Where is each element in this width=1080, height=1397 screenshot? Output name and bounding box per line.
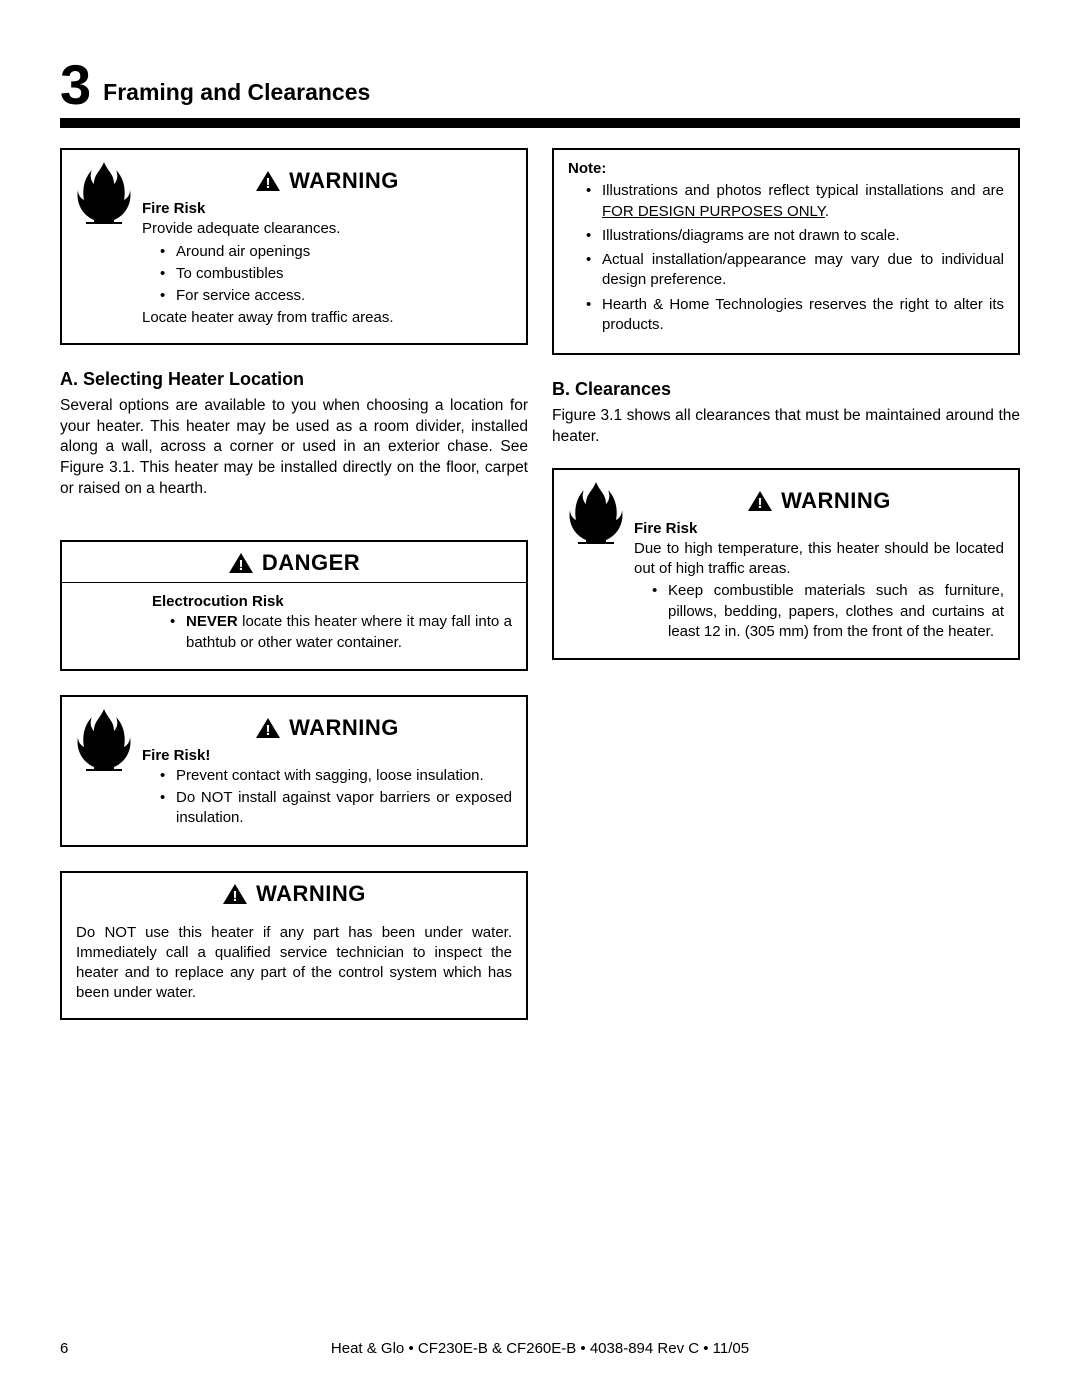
page-footer: 6 Heat & Glo • CF230E-B & CF260E-B • 403…: [0, 1340, 1080, 1357]
warning-intro: Due to high temperature, this heater sho…: [634, 539, 1004, 580]
danger-header: ! DANGER: [62, 542, 526, 583]
warning-triangle-icon: !: [228, 552, 254, 574]
warning-label: WARNING: [781, 488, 891, 514]
warning-item: Prevent contact with sagging, loose insu…: [160, 766, 512, 786]
warning-triangle-icon: !: [255, 717, 281, 739]
warning-box-fire-risk: ! WARNING Fire Risk Provide adequate cle…: [60, 148, 528, 344]
warning-triangle-icon: !: [222, 883, 248, 905]
section-b-text: Figure 3.1 shows all clearances that mus…: [552, 406, 1020, 448]
warning-text: Do NOT use this heater if any part has b…: [76, 923, 512, 1004]
warning-header: ! WARNING: [634, 480, 1004, 520]
risk-title: Fire Risk: [634, 520, 1004, 537]
note-item: Actual installation/appearance may vary …: [586, 250, 1004, 291]
warning-item: Do NOT install against vapor barriers or…: [160, 788, 512, 829]
warning-intro: Provide adequate clearances.: [142, 219, 512, 239]
svg-text:!: !: [266, 722, 271, 739]
danger-box: ! DANGER Electrocution Risk NEVER locate…: [60, 540, 528, 671]
warning-item: Keep combustible materials such as furni…: [652, 581, 1004, 642]
warning-label: WARNING: [289, 168, 399, 194]
svg-text:!: !: [266, 175, 271, 192]
svg-text:!: !: [238, 557, 243, 574]
warning-label: WARNING: [289, 715, 399, 741]
section-b-heading: B. Clearances: [552, 379, 1020, 400]
fire-icon: [76, 707, 132, 771]
svg-text:!: !: [758, 495, 763, 512]
note-box: Note: Illustrations and photos reflect t…: [552, 148, 1020, 355]
warning-label: WARNING: [256, 881, 366, 907]
danger-item: NEVER locate this heater where it may fa…: [170, 612, 512, 653]
electrocution-risk-title: Electrocution Risk: [152, 593, 512, 610]
note-item: Illustrations and photos reflect typical…: [586, 181, 1004, 222]
risk-title: Fire Risk: [142, 200, 512, 217]
warning-item: To combustibles: [160, 264, 512, 284]
note-title: Note:: [568, 160, 1004, 177]
warning-header: ! WARNING: [62, 873, 526, 913]
section-a-text: Several options are available to you whe…: [60, 396, 528, 501]
warning-header: ! WARNING: [142, 707, 512, 747]
warning-outro: Locate heater away from traffic areas.: [142, 308, 512, 328]
right-column: Note: Illustrations and photos reflect t…: [552, 148, 1020, 1043]
chapter-title: Framing and Clearances: [103, 79, 370, 110]
note-item: Hearth & Home Technologies reserves the …: [586, 295, 1004, 336]
warning-box-insulation: ! WARNING Fire Risk! Prevent contact wit…: [60, 695, 528, 847]
footer-text: Heat & Glo • CF230E-B & CF260E-B • 4038-…: [0, 1340, 1080, 1357]
danger-label: DANGER: [262, 550, 360, 576]
svg-text:!: !: [233, 888, 238, 905]
header-rule: [60, 118, 1020, 128]
risk-title: Fire Risk!: [142, 747, 512, 764]
fire-icon: [76, 160, 132, 224]
section-a-heading: A. Selecting Heater Location: [60, 369, 528, 390]
warning-box-under-water: ! WARNING Do NOT use this heater if any …: [60, 871, 528, 1020]
chapter-number: 3: [60, 60, 91, 110]
chapter-header: 3 Framing and Clearances: [60, 60, 1020, 110]
page-number: 6: [60, 1340, 68, 1357]
warning-triangle-icon: !: [747, 490, 773, 512]
note-item: Illustrations/diagrams are not drawn to …: [586, 226, 1004, 246]
warning-box-traffic: ! WARNING Fire Risk Due to high temperat…: [552, 468, 1020, 660]
fire-icon: [568, 480, 624, 544]
warning-triangle-icon: !: [255, 170, 281, 192]
warning-header: ! WARNING: [142, 160, 512, 200]
left-column: ! WARNING Fire Risk Provide adequate cle…: [60, 148, 528, 1043]
warning-item: For service access.: [160, 286, 512, 306]
warning-item: Around air openings: [160, 242, 512, 262]
